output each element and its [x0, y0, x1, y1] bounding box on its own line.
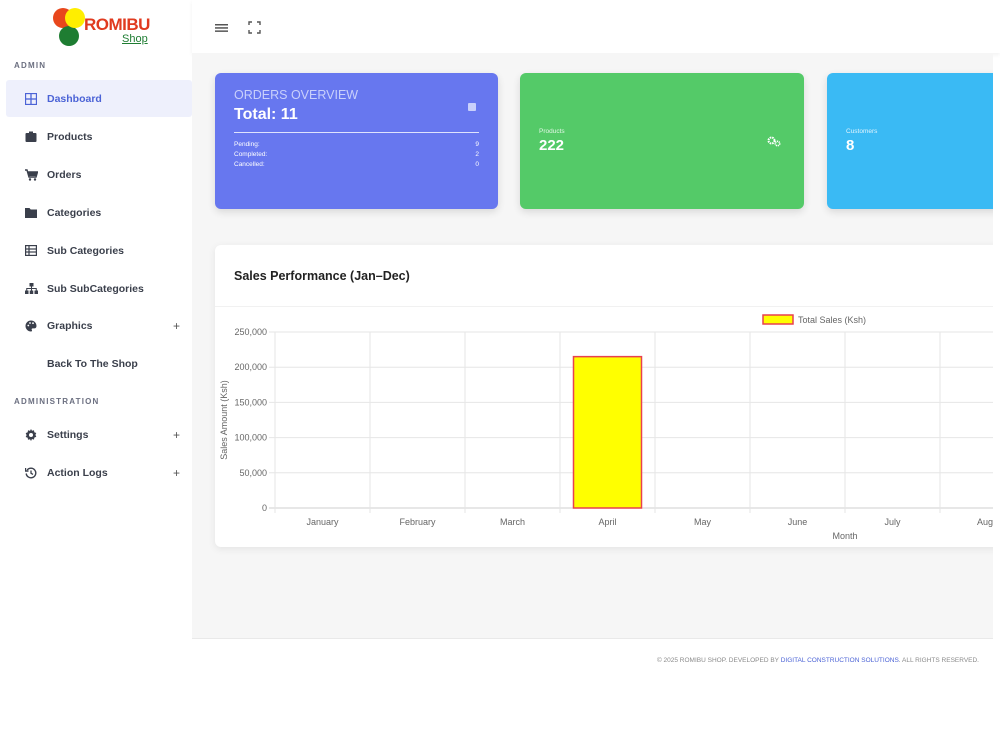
sidebar-item-back-to-shop[interactable]: Back To The Shop: [6, 345, 192, 382]
box-icon: [468, 103, 476, 111]
sidebar-item-graphics[interactable]: Graphics +: [6, 307, 192, 344]
completed-row: Completed: 2: [234, 151, 479, 158]
sidebar-item-sub-categories[interactable]: Sub Categories: [6, 232, 192, 269]
sidebar-item-label: Sub SubCategories: [47, 282, 144, 295]
sidebar-item-categories[interactable]: Categories: [6, 194, 192, 231]
sidebar: ROMIBU Shop ADMIN Dashboard Products Ord…: [0, 0, 193, 662]
x-tick-label: January: [306, 517, 339, 527]
chart-heading: Sales Performance (Jan–Dec): [234, 269, 410, 283]
section-label-administration: ADMINISTRATION: [14, 397, 100, 406]
folder-icon: [24, 206, 38, 220]
x-tick-label: February: [399, 517, 436, 527]
brand-sub: Shop: [122, 33, 148, 45]
legend-swatch: [762, 314, 794, 325]
y-axis-title: Sales Amount (Ksh): [219, 380, 229, 460]
cancelled-label: Cancelled:: [234, 161, 265, 168]
expand-plus-icon[interactable]: +: [172, 318, 180, 333]
sidebar-item-label: Action Logs: [47, 466, 108, 479]
sitemap-icon: [24, 282, 38, 296]
sales-bar-chart: 0 50,000 100,000 150,000 200,000 250,000 Janua…: [219, 314, 993, 541]
orders-overview-card[interactable]: ORDERS OVERVIEW Total: 11 Pending: 9 Com…: [215, 73, 498, 209]
x-tick-label: Augu: [977, 517, 993, 527]
brand-logo[interactable]: ROMIBU Shop: [50, 6, 150, 50]
customers-card-label: Customers: [846, 128, 878, 135]
sidebar-item-sub-subcategories[interactable]: Sub SubCategories: [6, 270, 192, 307]
top-navbar: [192, 0, 1000, 53]
y-tick-label: 100,000: [234, 433, 267, 443]
y-tick-label: 250,000: [234, 327, 267, 337]
pending-label: Pending:: [234, 141, 260, 148]
x-axis-title: Month: [832, 531, 857, 541]
legend-label: Total Sales (Ksh): [798, 315, 866, 325]
completed-label: Completed:: [234, 151, 268, 158]
x-tick-label: July: [884, 517, 901, 527]
customers-card[interactable]: Customers 8: [827, 73, 993, 209]
cogs-icon: [767, 134, 781, 152]
main-content: ORDERS OVERVIEW Total: 11 Pending: 9 Com…: [192, 53, 993, 638]
orders-card-divider: [234, 132, 479, 133]
sidebar-item-products[interactable]: Products: [6, 118, 192, 155]
footer: © 2025 ROMIBU SHOP. DEVELOPED BY DIGITAL…: [192, 638, 993, 664]
brand-name: ROMIBU: [84, 15, 150, 34]
sidebar-item-orders[interactable]: Orders: [6, 156, 192, 193]
logo-circles-icon: [53, 8, 85, 46]
sidebar-item-label: Categories: [47, 206, 102, 219]
menu-toggle-icon[interactable]: [215, 21, 228, 32]
sidebar-item-settings[interactable]: Settings +: [6, 416, 192, 453]
sidebar-item-label: Orders: [47, 168, 82, 181]
sidebar-item-action-logs[interactable]: Action Logs +: [6, 454, 192, 491]
footer-prefix: © 2025 ROMIBU SHOP. DEVELOPED BY: [656, 657, 781, 664]
table-icon: [24, 244, 38, 258]
x-tick-label: June: [788, 517, 808, 527]
sidebar-item-label: Dashboard: [47, 92, 102, 105]
chart-header-divider: [215, 306, 993, 307]
sidebar-item-label: Products: [47, 130, 93, 143]
sidebar-item-label: Sub Categories: [47, 244, 125, 257]
products-card[interactable]: Products 222: [520, 73, 804, 209]
x-tick-label: March: [500, 517, 525, 527]
footer-text: © 2025 ROMIBU SHOP. DEVELOPED BY DIGITAL…: [657, 657, 979, 664]
x-tick-label: May: [694, 517, 712, 527]
sidebar-item-dashboard[interactable]: Dashboard: [6, 80, 192, 117]
palette-icon: [24, 319, 38, 333]
completed-value: 2: [475, 151, 479, 158]
orders-card-title: ORDERS OVERVIEW: [234, 88, 359, 102]
sidebar-item-label: Back To The Shop: [47, 357, 138, 370]
products-card-label: Products: [539, 128, 565, 135]
y-tick-label: 50,000: [239, 468, 267, 478]
y-tick-label: 150,000: [234, 397, 267, 407]
grid-icon: [24, 92, 38, 106]
cart-icon: [24, 168, 38, 182]
pending-value: 9: [475, 141, 479, 148]
box-icon: [24, 130, 38, 144]
gear-icon: [24, 428, 38, 442]
cancelled-value: 0: [475, 161, 479, 168]
orders-card-total: Total: 11: [234, 106, 298, 123]
sales-chart-card: Sales Performance (Jan–Dec) 0 50,000 100,0…: [215, 245, 993, 547]
y-tick-label: 0: [262, 503, 267, 513]
footer-suffix: . ALL RIGHTS RESERVED.: [898, 657, 979, 664]
sidebar-item-label: Settings: [47, 428, 89, 441]
pending-row: Pending: 9: [234, 141, 479, 148]
cancelled-row: Cancelled: 0: [234, 161, 479, 168]
x-tick-label: April: [598, 517, 616, 527]
products-card-value: 222: [539, 137, 565, 154]
footer-link[interactable]: DIGITAL CONSTRUCTION SOLUTIONS: [780, 657, 899, 664]
sidebar-item-label: Graphics: [47, 319, 93, 332]
customers-card-value: 8: [846, 137, 855, 154]
history-icon: [24, 466, 38, 480]
blank-icon: [24, 357, 38, 371]
bar-april: [572, 355, 643, 509]
section-label-admin: ADMIN: [14, 61, 47, 70]
fullscreen-icon[interactable]: [248, 21, 261, 34]
expand-plus-icon[interactable]: +: [172, 465, 180, 480]
y-tick-label: 200,000: [234, 362, 267, 372]
expand-plus-icon[interactable]: +: [172, 427, 180, 442]
